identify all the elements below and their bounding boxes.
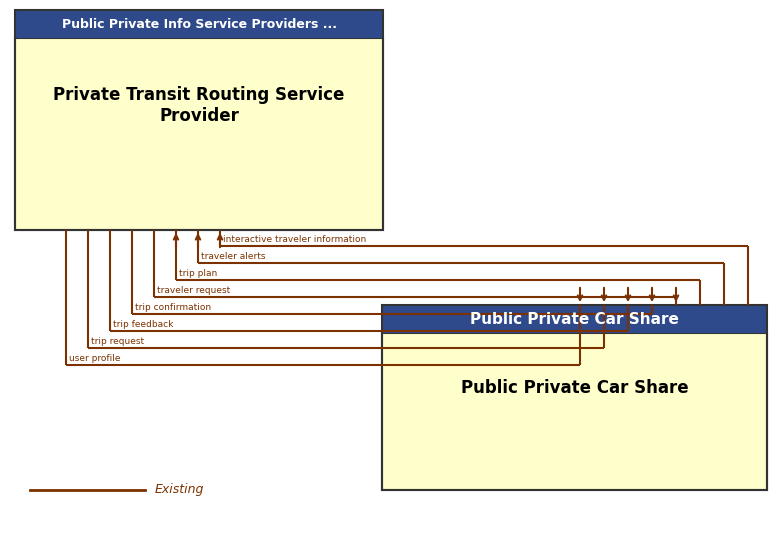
Text: Public Private Car Share: Public Private Car Share: [460, 379, 688, 397]
Bar: [15, 10, 383, 230]
Text: Public Private Info Service Providers ...: Public Private Info Service Providers ..…: [62, 17, 337, 30]
Text: Existing: Existing: [155, 483, 204, 496]
Text: Private Transit Routing Service
Provider: Private Transit Routing Service Provider: [53, 86, 345, 124]
Text: trip request: trip request: [91, 337, 144, 346]
Bar: [382, 305, 767, 333]
Text: Public Private Car Share: Public Private Car Share: [470, 312, 679, 326]
Text: user profile: user profile: [69, 354, 121, 363]
Text: interactive traveler information: interactive traveler information: [223, 235, 366, 244]
Text: trip confirmation: trip confirmation: [135, 303, 211, 312]
Bar: [382, 305, 767, 490]
Text: traveler alerts: traveler alerts: [201, 252, 265, 261]
Bar: [15, 10, 383, 38]
Text: traveler request: traveler request: [157, 286, 230, 295]
Bar: [382, 333, 767, 490]
Text: trip plan: trip plan: [179, 269, 217, 278]
Bar: [15, 38, 383, 230]
Text: trip feedback: trip feedback: [113, 320, 173, 329]
